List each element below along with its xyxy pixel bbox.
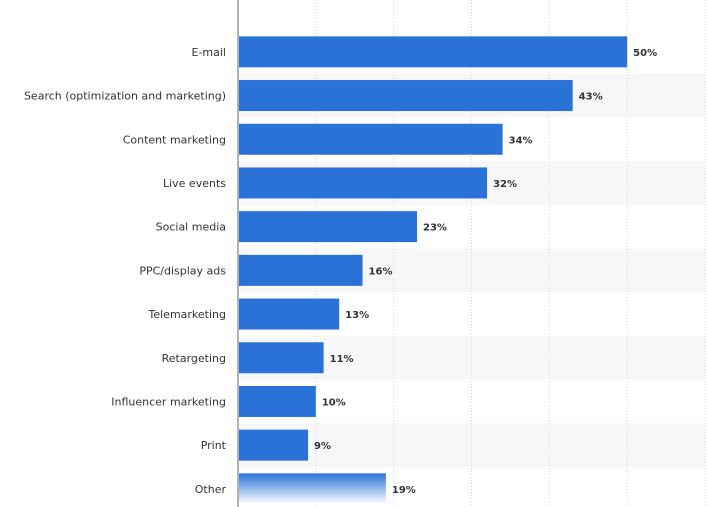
value-label: 34% — [509, 135, 533, 146]
value-label: 13% — [345, 310, 369, 321]
value-label: 50% — [633, 48, 657, 59]
value-label: 23% — [423, 223, 447, 234]
bar — [239, 385, 316, 417]
value-labels: 50% 43% 34% 32% 23% 16% 13% 11% 10% 9% 19% — [314, 48, 657, 496]
value-label: 11% — [330, 354, 354, 365]
bar — [239, 298, 340, 330]
value-label: 10% — [322, 397, 346, 408]
category-label: PPC/display ads — [139, 264, 226, 277]
category-label: Retargeting — [162, 352, 226, 365]
value-label: 16% — [369, 266, 393, 277]
category-label: Print — [201, 439, 227, 452]
category-label: Search (optimization and marketing) — [24, 90, 226, 103]
bar — [239, 123, 503, 155]
bar — [239, 36, 628, 68]
value-label: 32% — [493, 179, 517, 190]
bars — [239, 36, 628, 505]
bar — [239, 342, 324, 374]
value-label: 9% — [314, 441, 331, 452]
category-label: E-mail — [192, 46, 227, 59]
category-label: Influencer marketing — [111, 395, 226, 408]
category-label: Content marketing — [123, 133, 226, 146]
bar — [239, 167, 488, 199]
bar — [239, 473, 386, 505]
category-label: Other — [195, 483, 227, 496]
category-label: Social media — [156, 221, 226, 234]
category-labels: E-mail Search (optimization and marketing… — [24, 46, 227, 496]
category-label: Live events — [163, 177, 226, 190]
bar — [239, 254, 363, 286]
category-label: Telemarketing — [148, 308, 227, 321]
bar — [239, 429, 309, 461]
value-label: 19% — [392, 485, 416, 496]
bar — [239, 211, 418, 243]
bar — [239, 80, 573, 112]
value-label: 43% — [579, 92, 603, 103]
